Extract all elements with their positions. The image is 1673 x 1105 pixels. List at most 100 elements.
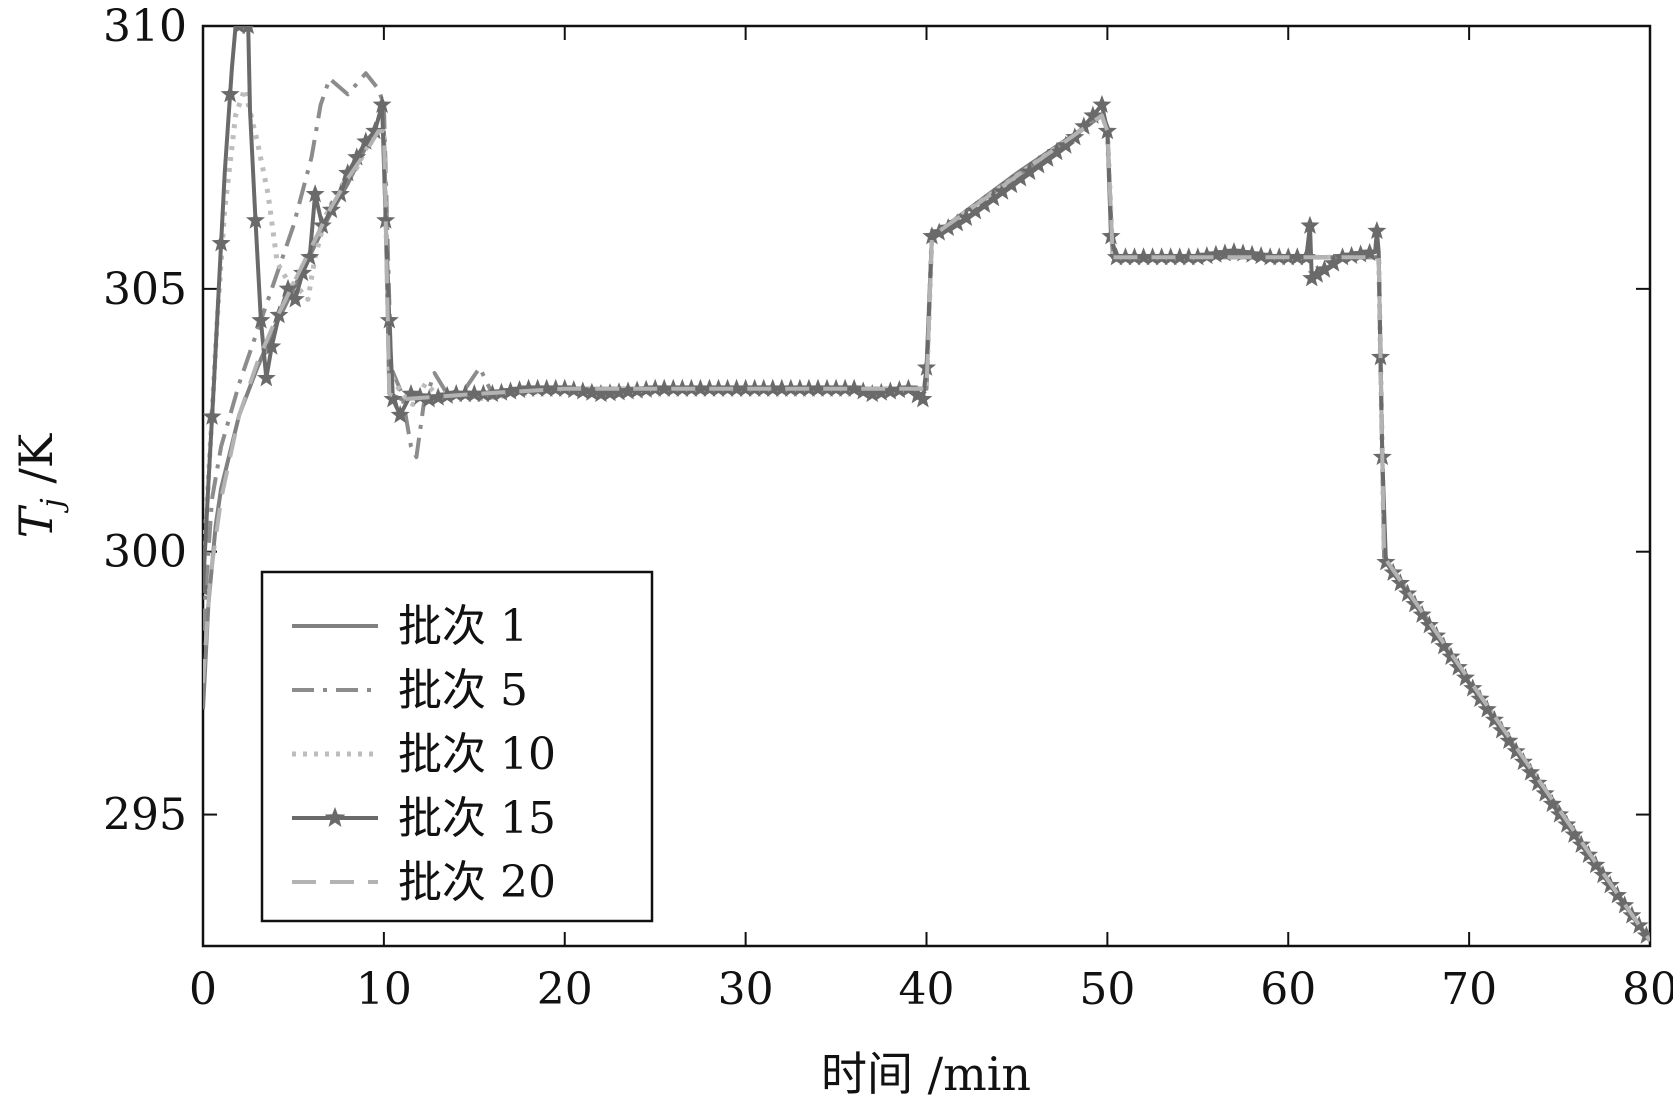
series-marker bbox=[1390, 573, 1410, 592]
series-marker bbox=[1367, 221, 1387, 240]
y-axis: 295 300 305 310 bbox=[103, 1, 1650, 841]
series-marker bbox=[1097, 121, 1117, 140]
series-marker bbox=[233, 26, 246, 35]
series-marker bbox=[510, 380, 530, 399]
series-marker bbox=[347, 147, 367, 166]
series-marker bbox=[1542, 794, 1562, 813]
series-marker bbox=[907, 385, 927, 404]
y-axis-label-main: T bbox=[9, 504, 63, 538]
series-marker bbox=[929, 222, 949, 241]
series-marker bbox=[1251, 246, 1271, 265]
series-marker bbox=[871, 382, 891, 401]
series-marker bbox=[305, 184, 325, 203]
x-tick-label: 80 bbox=[1622, 964, 1673, 1015]
series-marker bbox=[1215, 243, 1235, 262]
legend-star-marker bbox=[324, 807, 346, 827]
series-marker bbox=[1056, 135, 1076, 154]
series-marker bbox=[1020, 161, 1040, 180]
series-marker bbox=[983, 188, 1003, 207]
series-marker bbox=[862, 384, 882, 403]
series-marker bbox=[1434, 636, 1454, 655]
series-marker bbox=[1607, 885, 1627, 904]
series-marker bbox=[808, 378, 828, 397]
legend-label-1: 批次 5 bbox=[398, 665, 528, 716]
series-marker bbox=[428, 387, 448, 406]
series-marker bbox=[278, 278, 298, 297]
y-tick-label: 295 bbox=[103, 790, 187, 841]
series-marker bbox=[242, 26, 255, 35]
series-marker bbox=[736, 378, 756, 397]
series-marker bbox=[727, 378, 747, 397]
legend-label-4: 批次 20 bbox=[398, 857, 556, 908]
x-axis-label: 时间 /min bbox=[821, 1047, 1031, 1101]
y-axis-label: Tj /K bbox=[9, 432, 70, 538]
x-tick-label: 70 bbox=[1441, 964, 1497, 1015]
series-marker bbox=[1564, 824, 1584, 843]
legend-label-2: 批次 10 bbox=[398, 729, 556, 780]
x-tick-label: 0 bbox=[189, 964, 217, 1015]
series-marker bbox=[922, 226, 942, 245]
series-marker bbox=[609, 382, 629, 401]
series-marker bbox=[974, 194, 994, 213]
series-marker bbox=[844, 378, 864, 397]
series-marker bbox=[913, 389, 933, 408]
series-marker bbox=[1323, 253, 1343, 272]
series-marker bbox=[1456, 667, 1476, 686]
series-marker bbox=[654, 378, 674, 397]
series-marker bbox=[600, 383, 620, 402]
series-marker bbox=[390, 405, 410, 424]
series-marker bbox=[1083, 105, 1103, 124]
series-marker bbox=[1477, 699, 1497, 718]
series-marker bbox=[1134, 247, 1154, 266]
y-tick-label: 310 bbox=[103, 1, 187, 52]
series-marker bbox=[365, 121, 385, 140]
series-marker bbox=[1615, 895, 1635, 914]
series-marker bbox=[582, 382, 602, 401]
x-tick-label: 40 bbox=[899, 964, 955, 1015]
series-marker bbox=[401, 384, 421, 403]
series-marker bbox=[763, 378, 783, 397]
series-marker bbox=[1038, 148, 1058, 167]
series-marker bbox=[1521, 762, 1541, 781]
series-marker bbox=[410, 386, 430, 405]
x-tick-label: 60 bbox=[1260, 964, 1316, 1015]
series-marker bbox=[376, 210, 396, 229]
series-marker bbox=[992, 181, 1012, 200]
series-marker bbox=[292, 263, 312, 282]
series-marker bbox=[772, 378, 792, 397]
series-marker bbox=[1197, 246, 1217, 265]
series-marker bbox=[1011, 168, 1031, 187]
series-marker bbox=[1029, 155, 1049, 174]
series-marker bbox=[1300, 215, 1320, 234]
series-layer bbox=[203, 26, 1650, 944]
series-marker bbox=[1179, 247, 1199, 266]
series-marker bbox=[1233, 243, 1253, 262]
series-marker bbox=[947, 213, 967, 232]
series-marker bbox=[383, 389, 403, 408]
series-marker bbox=[211, 233, 231, 252]
series-marker bbox=[500, 381, 520, 400]
series-marker bbox=[300, 247, 320, 266]
series-marker bbox=[464, 384, 484, 403]
series-marker bbox=[618, 381, 638, 400]
series-marker bbox=[1302, 268, 1322, 287]
series-marker bbox=[528, 378, 548, 397]
x-tick-label: 50 bbox=[1079, 964, 1135, 1015]
series-marker bbox=[1342, 245, 1362, 264]
series-marker bbox=[1074, 116, 1094, 135]
series-marker bbox=[256, 368, 276, 387]
series-marker bbox=[1224, 242, 1244, 261]
series-marker bbox=[1002, 175, 1022, 194]
series-marker bbox=[1586, 855, 1606, 874]
series-marker bbox=[251, 310, 271, 329]
series-marker bbox=[356, 131, 376, 150]
series-marker bbox=[203, 406, 222, 425]
series-marker bbox=[573, 381, 593, 400]
legend-box bbox=[260, 570, 654, 923]
y-tick-label: 305 bbox=[103, 264, 187, 315]
series-marker bbox=[519, 378, 539, 397]
series-marker bbox=[537, 378, 557, 397]
x-tick-label: 30 bbox=[718, 964, 774, 1015]
series-marker bbox=[1242, 244, 1262, 263]
